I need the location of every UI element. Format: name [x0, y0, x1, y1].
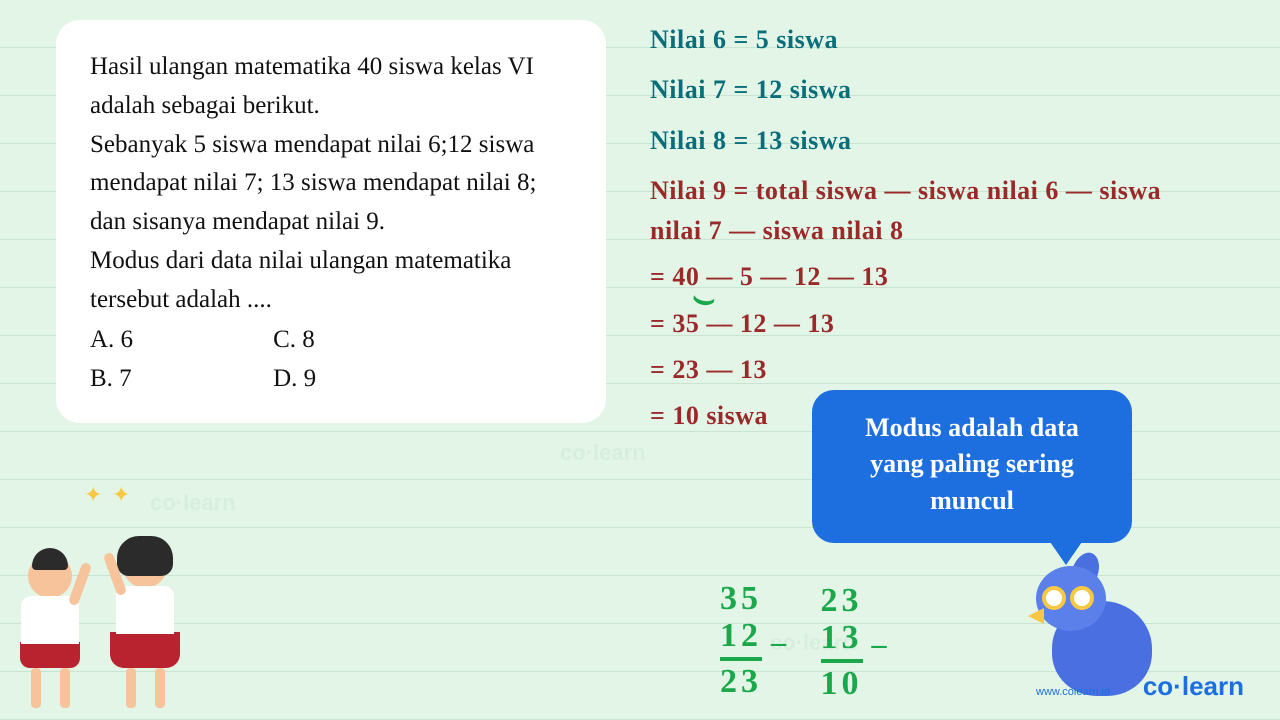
calc-num: 35 — [720, 580, 762, 617]
calc-num: 23 — [821, 582, 863, 619]
q-line: tersebut adalah .... — [90, 286, 272, 313]
student-girl — [110, 544, 180, 708]
q-line: dan sisanya mendapat nilai 9. — [90, 208, 385, 235]
note-line: Nilai 6 = 5 siswa — [650, 20, 1260, 60]
option-b: B. 7 — [90, 360, 133, 399]
q-line: Sebanyak 5 siswa mendapat nilai 6;12 sis… — [90, 131, 534, 158]
note-line: nilai 7 — siswa nilai 8 — [650, 211, 1260, 251]
spark-icon: ✦ — [112, 482, 130, 508]
calc-num: 13 — [821, 619, 863, 656]
answer-options: A. 6 B. 7 C. 8 D. 9 — [90, 321, 572, 399]
bubble-line: Modus adalah data — [834, 410, 1110, 446]
note-line: = 23 — 13 — [650, 350, 1260, 390]
option-d: D. 9 — [273, 360, 316, 399]
hint-bubble: Modus adalah data yang paling sering mun… — [812, 390, 1132, 543]
bubble-line: yang paling sering — [834, 446, 1110, 482]
note-line: = 35 — 12 — 13 — [650, 304, 1260, 344]
q-line: Modus dari data nilai ulangan matematika — [90, 247, 511, 274]
calc-step: = 40 — 5 — 12 — 13 — [650, 262, 888, 291]
calc-num: 12 — [720, 617, 762, 654]
watermark: co·learn — [560, 440, 646, 466]
calc-num: 23 — [720, 657, 762, 700]
student-boy — [20, 554, 80, 708]
calc-num: 10 — [821, 659, 863, 702]
note-line: Nilai 7 = 12 siswa — [650, 70, 1260, 110]
note-line: Nilai 8 = 13 siswa — [650, 121, 1260, 161]
brand-url: www.colearn.id — [1036, 686, 1110, 698]
option-c: C. 8 — [273, 321, 316, 360]
question-card: Hasil ulangan matematika 40 siswa kelas … — [56, 20, 606, 423]
bubble-line: muncul — [834, 483, 1110, 519]
side-calculation: 35 12 23 23 13 10 — [720, 580, 863, 702]
option-a: A. 6 — [90, 321, 133, 360]
brand-logo: co·learn — [1143, 671, 1244, 702]
note-line: Nilai 9 = total siswa — siswa nilai 6 — … — [650, 171, 1260, 211]
spark-icon: ✦ — [84, 482, 102, 508]
students-illustration: ✦ ✦ — [20, 508, 220, 708]
q-line: adalah sebagai berikut. — [90, 92, 320, 119]
note-line: = 40 — 5 — 12 — 13 ⌣ — [650, 257, 1260, 297]
question-text: Hasil ulangan matematika 40 siswa kelas … — [90, 48, 572, 319]
q-line: mendapat nilai 7; 13 siswa mendapat nila… — [90, 169, 536, 196]
glasses-icon — [1042, 586, 1094, 610]
q-line: Hasil ulangan matematika 40 siswa kelas … — [90, 53, 534, 80]
solution-notes: Nilai 6 = 5 siswa Nilai 7 = 12 siswa Nil… — [650, 20, 1260, 437]
